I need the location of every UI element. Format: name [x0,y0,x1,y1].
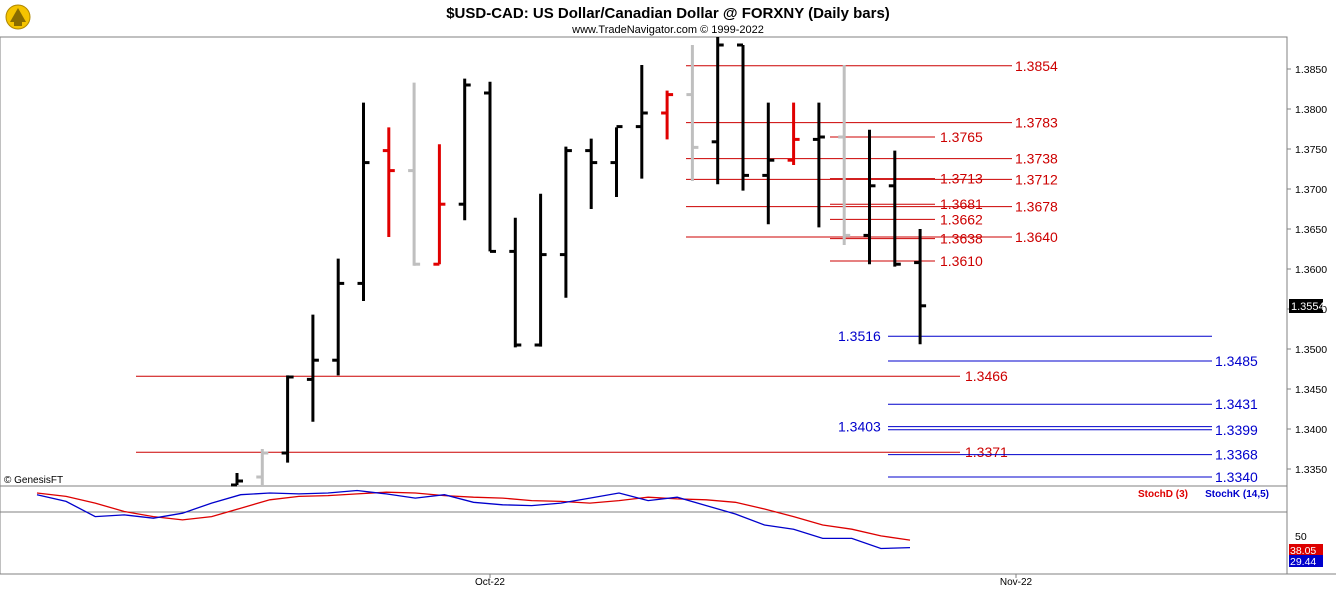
ohlc-bar [357,102,370,301]
resistance-label: 1.3712 [1015,171,1058,187]
ohlc-bar [433,144,446,266]
ohlc-bar [838,65,851,245]
ohlc-bar [509,217,522,348]
stoch-legend-label: StochK (14,5) [1205,489,1269,500]
ohlc-bar [914,229,927,345]
resistance-label: 1.3681 [940,196,983,212]
ohlc-bar [888,150,901,267]
stoch-last-value-badge [1289,544,1323,556]
resistance-label: 1.3678 [1015,199,1058,215]
y-tick-label: 1.3600 [1295,264,1327,276]
chart-title: $USD-CAD: US Dollar/Canadian Dollar @ FO… [446,5,890,22]
ohlc-bar [231,473,243,487]
support-label: 1.3485 [1215,353,1258,369]
stoch-last-value-badge [1289,555,1323,567]
support-label: 1.3403 [838,419,881,435]
ohlc-bar [332,258,345,376]
resistance-label: 1.3662 [940,211,983,227]
resistance-label: 1.3466 [965,368,1008,384]
x-tick-label: Oct-22 [475,577,505,588]
support-label: 1.3340 [1215,469,1258,485]
resistance-label: 1.3371 [965,444,1008,460]
ohlc-bar [661,90,674,140]
ohlc-bar [610,125,623,197]
stoch-legend-label: StochD (3) [1138,489,1188,500]
ohlc-bar [408,82,421,266]
ohlc-bars [231,37,927,487]
support-label: 1.3368 [1215,447,1258,463]
ohlc-bar [686,45,699,181]
ohlc-bar [787,102,800,165]
ohlc-bar [458,78,471,221]
resistance-label: 1.3610 [940,253,983,269]
last-price-label: 1.3554 [1291,301,1325,313]
resistance-label: 1.3638 [940,231,983,247]
trade-navigator-logo-icon [5,4,31,30]
y-tick-label: 1.3750 [1295,144,1327,156]
ohlc-bar [812,102,825,228]
y-tick-label: 1.3350 [1295,464,1327,476]
resistance-label: 1.3783 [1015,115,1058,131]
ohlc-bar [762,102,775,225]
ohlc-bar [256,449,269,485]
price-panel-frame [0,36,1288,487]
resistance-label: 1.3765 [940,129,983,145]
y-tick-label: 1.3400 [1295,424,1327,436]
resistance-label: 1.3713 [940,171,983,187]
x-tick-label: Nov-22 [1000,577,1033,588]
ohlc-bar [711,37,724,185]
y-tick-label: 1.3850 [1295,64,1327,76]
stoch-line [36,489,911,550]
y-tick-label: 1.3700 [1295,184,1327,196]
x-axis: Oct-22 Nov-22 [475,574,1033,588]
resistance-label: 1.3854 [1015,58,1058,74]
support-label: 1.3516 [838,328,881,344]
price-levels: 1.3854 1.3783 1.3765 1.3738 1.3713 1.3712 1.36… [136,58,1258,485]
price-y-axis: 1.33501.34001.34501.35001.35501.36001.36… [1287,64,1327,476]
stoch-last-value-label: 38.05 [1290,545,1316,557]
ohlc-bar [585,138,598,209]
support-label: 1.3431 [1215,396,1258,412]
resistance-label: 1.3640 [1015,229,1058,245]
ohlc-bar [534,193,547,347]
ohlc-bar [559,146,572,298]
stoch-last-value-label: 29.44 [1290,556,1316,568]
watermark: © GenesisFT [4,475,63,486]
y-tick-label: 1.3500 [1295,344,1327,356]
stoch-y-tick-label: 50 [1295,531,1307,543]
stoch-line [36,491,911,541]
ohlc-bar [281,375,294,463]
resistance-label: 1.3738 [1015,151,1058,167]
y-tick-label: 1.3650 [1295,224,1327,236]
ohlc-bar [737,43,749,191]
ohlc-bar [635,65,648,179]
ohlc-bar [484,81,496,253]
ohlc-bar [306,314,319,422]
ohlc-bar [382,127,395,237]
y-tick-label: 1.3800 [1295,104,1327,116]
y-tick-label: 1.3450 [1295,384,1327,396]
chart-subtitle: www.TradeNavigator.com © 1999-2022 [571,24,764,36]
last-price-badge [1289,299,1323,313]
ohlc-bar [863,129,876,265]
stoch-panel-frame [0,485,1288,575]
support-label: 1.3399 [1215,422,1258,438]
